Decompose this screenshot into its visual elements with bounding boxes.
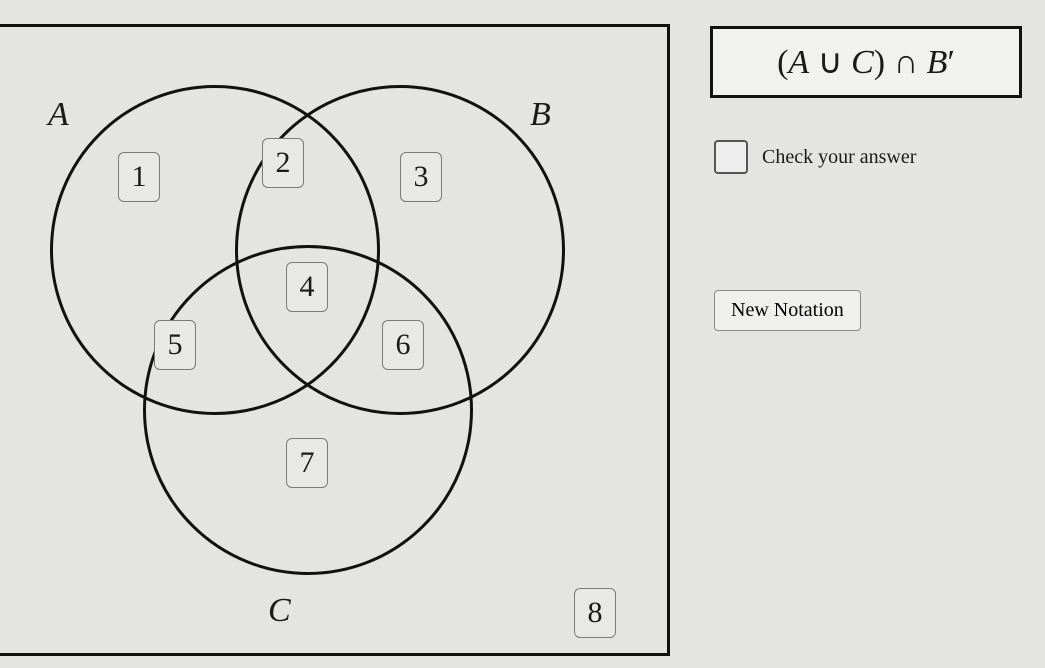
set-label-a: A	[48, 96, 69, 134]
stage: A B C 1 2 3 4 5 6 7 8 (A ∪ C) ∩ B′ Check your a…	[0, 0, 1045, 668]
region-8[interactable]: 8	[574, 588, 616, 638]
set-label-c: C	[268, 592, 291, 630]
region-6[interactable]: 6	[382, 320, 424, 370]
region-1[interactable]: 1	[118, 152, 160, 202]
check-answer-checkbox[interactable]	[714, 140, 748, 174]
right-panel: (A ∪ C) ∩ B′ Check your answer New Notat…	[690, 0, 1045, 668]
region-5[interactable]: 5	[154, 320, 196, 370]
expression-box: (A ∪ C) ∩ B′	[710, 26, 1022, 98]
region-4[interactable]: 4	[286, 262, 328, 312]
check-answer-row: Check your answer	[714, 140, 916, 174]
new-notation-button[interactable]: New Notation	[714, 290, 861, 331]
check-answer-label: Check your answer	[762, 146, 916, 169]
region-7[interactable]: 7	[286, 438, 328, 488]
set-label-b: B	[530, 96, 551, 134]
region-3[interactable]: 3	[400, 152, 442, 202]
expression-text: (A ∪ C) ∩ B′	[777, 42, 955, 82]
region-2[interactable]: 2	[262, 138, 304, 188]
